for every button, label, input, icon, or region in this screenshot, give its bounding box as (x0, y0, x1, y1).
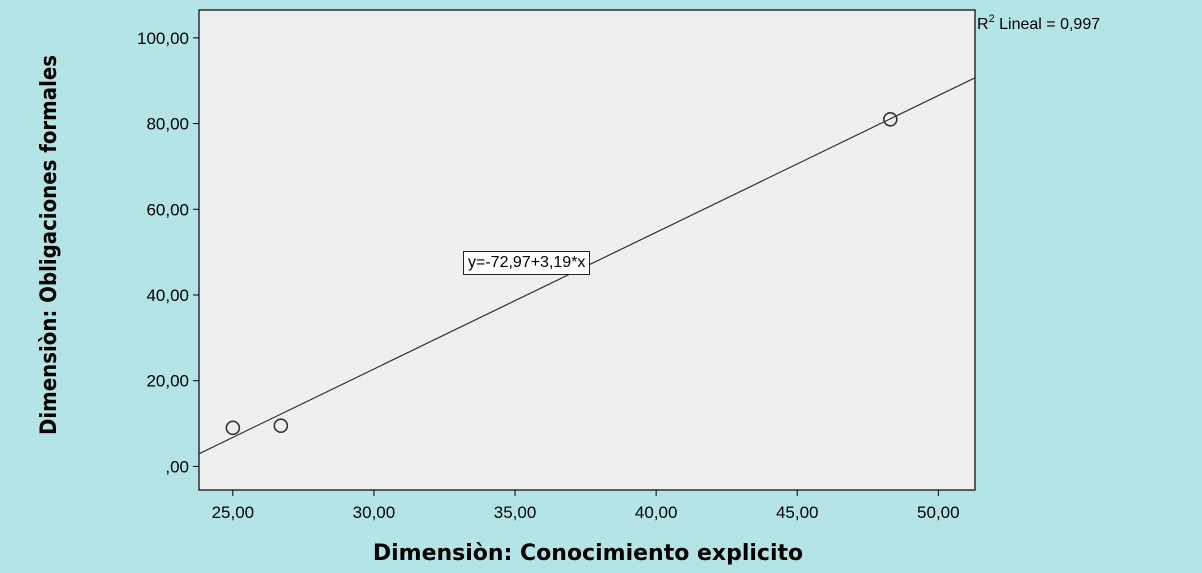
data-point-0 (225, 420, 241, 436)
x-tick-label-0: 25,00 (212, 503, 255, 522)
plot-area (198, 9, 976, 491)
data-point-1 (273, 418, 289, 434)
y-axis-title: Dimensiòn: Obligaciones formales (37, 55, 62, 435)
y-tick-label-4: 80,00 (146, 115, 189, 134)
r2-superscript: 2 (989, 13, 995, 25)
data-point-2 (883, 111, 898, 127)
r2-prefix: R (977, 16, 989, 33)
y-tick-label-5: 100,00 (137, 29, 189, 48)
x-tick-label-1: 30,00 (353, 503, 396, 522)
tick-marks (193, 37, 939, 496)
r2-text: Lineal = 0,997 (995, 16, 1101, 33)
y-tick-label-3: 60,00 (146, 200, 189, 219)
tick-labels: 25,00 30,00 35,00 40,00 45,00 50,00 ,00 20,00 40… (137, 29, 960, 522)
x-tick-label-2: 35,00 (494, 503, 537, 522)
equation-label: y=-72,97+3,19*x (463, 251, 591, 275)
y-tick-label-0: ,00 (165, 457, 189, 476)
x-tick-label-3: 40,00 (635, 503, 678, 522)
x-tick-label-5: 50,00 (917, 503, 960, 522)
r-squared-label: R2 Lineal = 0,997 (977, 13, 1100, 33)
y-tick-label-1: 20,00 (146, 372, 189, 391)
x-tick-label-4: 45,00 (776, 503, 819, 522)
y-tick-label-2: 40,00 (146, 286, 189, 305)
x-axis-title: Dimensiòn: Conocimiento explicito (373, 541, 803, 566)
data-points (225, 111, 898, 436)
